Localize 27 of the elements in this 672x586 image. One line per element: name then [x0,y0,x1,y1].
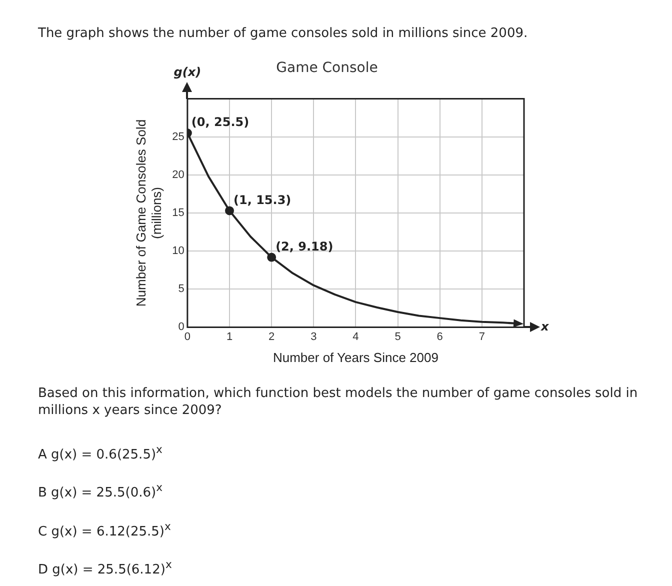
text: Based on this information, which function best models the number of game consoles sold in millions x years since 2009? [38,385,639,419]
y-tick-label: 0 [178,321,184,334]
annotation: (0, 25.5) [191,115,250,130]
text: x [540,319,550,334]
x-tick-label: 2 [268,330,275,343]
x-tick-label: 1 [226,330,233,343]
text: g(x) [174,64,202,79]
x-axis-title: Number of Years Since 2009 [272,350,438,365]
x-tick-label: 3 [310,330,317,343]
text: C g(x) = 6.12(25.5)$^{x}$ [38,518,172,540]
x-tick-label: 4 [352,330,359,343]
y-tick-label: 20 [172,168,184,181]
x-tick-label: 5 [394,330,401,343]
y-tick-label: 5 [178,283,184,296]
chart-title: Game Console [276,60,378,76]
text: A g(x) = 0.6(25.5)$^{x}$ [38,442,164,464]
annotation: (1, 15.3) [234,192,292,207]
y-tick-label: 10 [172,245,184,258]
x-tick-label: 6 [436,330,443,343]
annotation: (2, 9.18) [276,239,334,254]
y-tick-label: 25 [172,130,184,143]
text: D g(x) = 25.5(6.12)$^{x}$ [38,556,173,578]
text: The graph shows the number of game consoles sold in millions since 2009. [38,26,528,41]
y-tick-label: 15 [172,207,184,220]
y-axis-title: Number of Game Consoles Sold (millions) [133,119,164,307]
text: B g(x) = 25.5(0.6)$^{x}$ [38,480,164,502]
x-tick-label: 7 [478,330,485,343]
